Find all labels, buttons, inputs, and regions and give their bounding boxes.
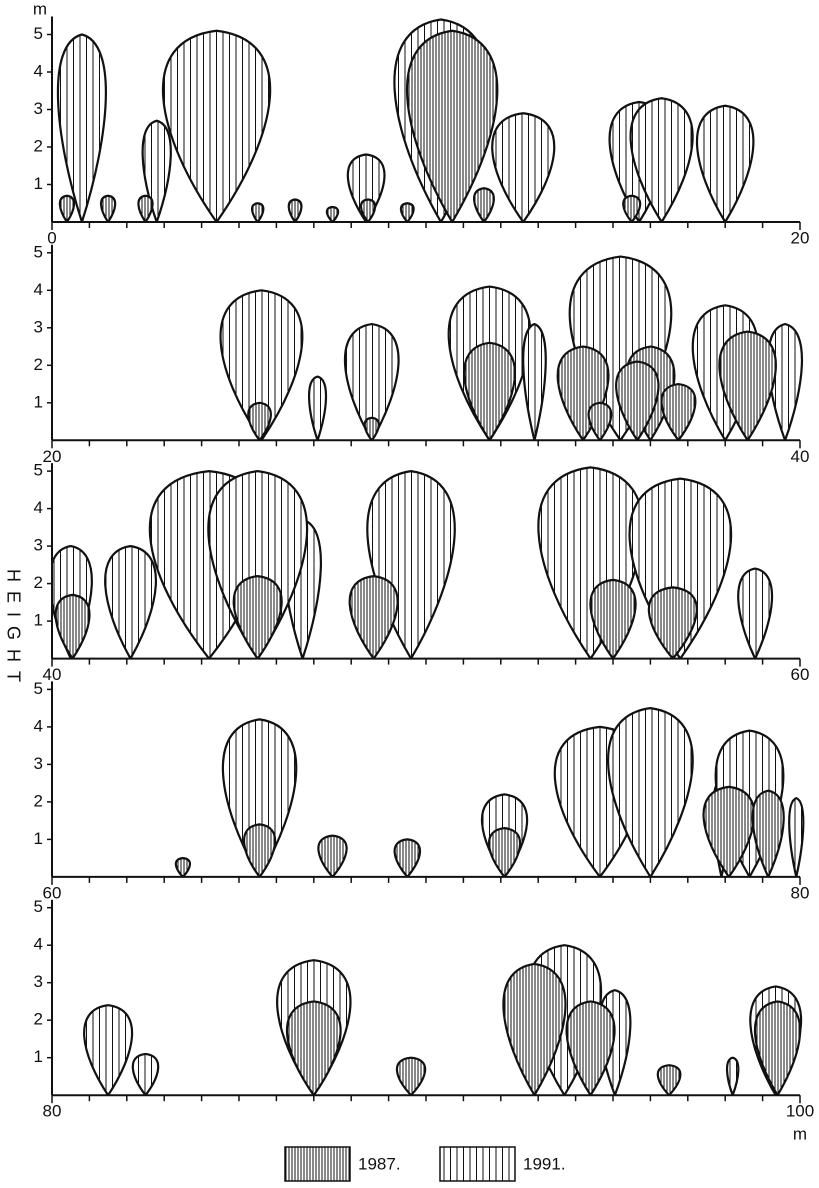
legend-swatch bbox=[285, 1147, 350, 1181]
crown bbox=[474, 188, 494, 222]
legend: 1987. 1991. bbox=[285, 1147, 566, 1181]
y-tick-label: 3 bbox=[34, 972, 43, 991]
crown bbox=[56, 595, 90, 659]
y-tick-label: 3 bbox=[34, 536, 43, 555]
x-tick-label: 0 bbox=[47, 228, 56, 247]
y-tick-label: 4 bbox=[34, 61, 43, 80]
y-tick-label: 4 bbox=[34, 935, 43, 954]
y-tick-label: 1 bbox=[34, 829, 43, 848]
legend-swatch bbox=[440, 1147, 515, 1181]
crown bbox=[738, 569, 772, 659]
y-tick-label: 5 bbox=[34, 242, 43, 261]
y-unit: m bbox=[33, 0, 47, 18]
y-tick-label: 2 bbox=[34, 355, 43, 374]
crown bbox=[58, 35, 106, 223]
crown bbox=[244, 824, 275, 877]
x-unit: m bbox=[793, 1124, 807, 1143]
crown bbox=[649, 587, 697, 658]
y-tick-label: 5 bbox=[34, 679, 43, 698]
y-tick-label: 4 bbox=[34, 280, 43, 299]
figure: HEIGHT m m 12345020123452040123454060123… bbox=[0, 0, 819, 1188]
crown bbox=[489, 828, 520, 877]
crown bbox=[163, 31, 270, 222]
legend-label: 1987. bbox=[358, 1154, 401, 1173]
y-tick-label: 4 bbox=[34, 498, 43, 517]
y-tick-label: 2 bbox=[34, 573, 43, 592]
y-tick-label: 1 bbox=[34, 1047, 43, 1066]
page: { "y_axis_label": "HEIGHT", "y_unit": "m… bbox=[0, 0, 819, 1188]
panel: 1 2 3 4 5 40 60 bbox=[34, 461, 810, 684]
y-tick-label: 3 bbox=[34, 99, 43, 118]
y-tick-label: 5 bbox=[34, 24, 43, 43]
crown bbox=[289, 200, 302, 223]
crown bbox=[397, 1058, 425, 1096]
x-tick-label: 60 bbox=[791, 665, 810, 684]
legend-label: 1991. bbox=[523, 1154, 566, 1173]
y-axis-title: HEIGHT bbox=[3, 569, 23, 691]
crown bbox=[248, 403, 271, 441]
crown bbox=[105, 546, 156, 659]
y-tick-label: 5 bbox=[34, 897, 43, 916]
crown bbox=[523, 324, 546, 440]
y-tick-label: 3 bbox=[34, 317, 43, 336]
x-tick-label: 80 bbox=[791, 883, 810, 902]
crown bbox=[755, 1001, 800, 1095]
crown bbox=[697, 106, 753, 222]
crown bbox=[789, 798, 803, 877]
x-tick-label: 100 bbox=[786, 1102, 814, 1121]
crown bbox=[327, 207, 338, 222]
crowns bbox=[221, 257, 802, 441]
panel: 1 2 3 4 5 0 20 bbox=[34, 17, 810, 248]
crown bbox=[84, 1005, 132, 1095]
crown bbox=[287, 1001, 341, 1095]
crown bbox=[365, 418, 379, 441]
x-tick-label: 80 bbox=[43, 1102, 62, 1121]
crown bbox=[138, 196, 152, 222]
crown bbox=[133, 1054, 158, 1095]
crown bbox=[252, 203, 263, 222]
crown bbox=[492, 113, 554, 222]
crown bbox=[234, 576, 282, 659]
x-tick-label: 40 bbox=[791, 447, 810, 466]
crowns bbox=[176, 708, 803, 877]
crown bbox=[401, 203, 414, 222]
panel: 1 2 3 4 5 80 100 bbox=[34, 897, 815, 1120]
y-tick-label: 3 bbox=[34, 754, 43, 773]
y-tick-label: 1 bbox=[34, 611, 43, 630]
y-tick-label: 5 bbox=[34, 461, 43, 480]
crown bbox=[589, 403, 612, 441]
y-tick-label: 1 bbox=[34, 392, 43, 411]
y-tick-label: 2 bbox=[34, 791, 43, 810]
crown bbox=[662, 384, 696, 440]
panel: 1 2 3 4 5 60 80 bbox=[34, 679, 810, 903]
crown bbox=[350, 576, 398, 659]
crown bbox=[395, 839, 420, 877]
crowns bbox=[50, 467, 772, 658]
crown bbox=[309, 377, 326, 441]
y-tick-label: 2 bbox=[34, 1010, 43, 1029]
x-tick-label: 20 bbox=[791, 228, 810, 247]
x-tick-label: 40 bbox=[43, 665, 62, 684]
crown bbox=[727, 1058, 738, 1096]
crown bbox=[658, 1065, 681, 1095]
crown bbox=[464, 343, 515, 441]
crown bbox=[608, 708, 693, 877]
crowns bbox=[84, 945, 801, 1095]
crown bbox=[101, 196, 115, 222]
crown bbox=[176, 858, 190, 877]
crown bbox=[60, 196, 74, 222]
panel: 1 2 3 4 5 20 40 bbox=[34, 242, 810, 465]
x-tick-label: 60 bbox=[43, 883, 62, 902]
y-tick-label: 2 bbox=[34, 136, 43, 155]
y-tick-label: 1 bbox=[34, 174, 43, 193]
y-tick-label: 4 bbox=[34, 716, 43, 735]
crowns bbox=[58, 20, 753, 223]
crown bbox=[318, 836, 346, 877]
x-tick-label: 20 bbox=[43, 447, 62, 466]
